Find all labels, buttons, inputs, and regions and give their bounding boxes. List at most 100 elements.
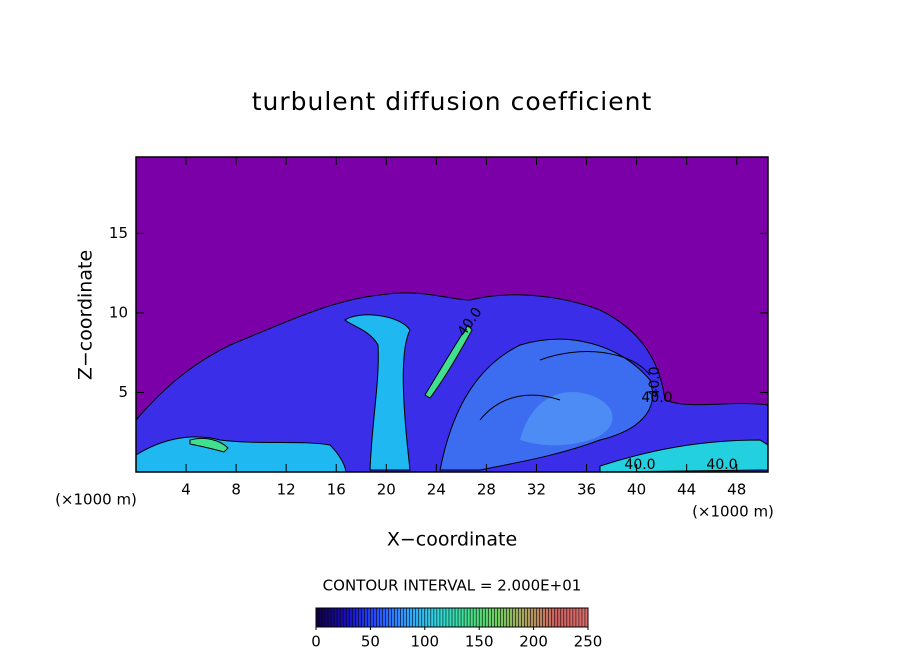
colorbar-stripe	[403, 608, 407, 627]
colorbar-stripe	[512, 608, 516, 627]
colorbar-stripe	[379, 608, 383, 627]
colorbar-stripe	[500, 608, 504, 627]
contour-label: 40.0	[641, 390, 672, 406]
colorbar-stripe	[430, 608, 434, 627]
x-tick-label: 8	[231, 481, 241, 499]
colorbar-stripe	[491, 608, 495, 627]
colorbar-stripe	[445, 608, 449, 627]
colorbar-stripe	[319, 608, 323, 627]
x-unit: (×1000 m)	[692, 503, 774, 521]
colorbar-stripe	[418, 608, 422, 627]
colorbar-stripe	[436, 608, 440, 627]
colorbar-stripe	[497, 608, 501, 627]
colorbar-stripe	[448, 608, 452, 627]
x-tick-label: 12	[277, 481, 296, 499]
colorbar-stripe	[539, 608, 543, 627]
field-region	[189, 437, 229, 453]
chart-title: turbulent diffusion coefficient	[252, 87, 653, 116]
colorbar-stripe	[533, 608, 537, 627]
colorbar-stripe	[569, 608, 573, 627]
colorbar-stripe	[518, 608, 522, 627]
field-region	[344, 314, 411, 471]
colorbar-stripe	[421, 608, 425, 627]
colorbar-tick-label: 250	[574, 633, 603, 651]
colorbar-stripe	[322, 608, 326, 627]
x-tick-label: 4	[181, 481, 191, 499]
colorbar-stripe	[388, 608, 392, 627]
colorbar-stripe	[385, 608, 389, 627]
colorbar-stripe	[536, 608, 540, 627]
colorbar-stripe	[349, 608, 353, 627]
colorbar-stripe	[352, 608, 356, 627]
colorbar-stripe	[382, 608, 386, 627]
colorbar-stripe	[400, 608, 404, 627]
colorbar-stripe	[355, 608, 359, 627]
colorbar-stripe	[325, 608, 329, 627]
colorbar-tick-label: 50	[361, 633, 380, 651]
field-region	[424, 324, 473, 399]
field-region	[520, 392, 613, 446]
x-tick-label: 20	[377, 481, 396, 499]
colorbar-stripe	[557, 608, 561, 627]
colorbar-stripe	[376, 608, 380, 627]
colorbar-stripe	[509, 608, 513, 627]
colorbar-tick-label: 0	[311, 633, 321, 651]
colorbar-stripe	[452, 608, 456, 627]
colorbar-stripe	[391, 608, 395, 627]
contour-label: 40.0	[624, 457, 655, 473]
colorbar-stripe	[406, 608, 410, 627]
colorbar-stripe	[409, 608, 413, 627]
colorbar-stripe	[554, 608, 558, 627]
x-tick-label: 36	[577, 481, 596, 499]
field-region	[135, 436, 347, 473]
y-tick-label: 5	[118, 383, 128, 401]
colorbar-stripe	[461, 608, 465, 627]
y-tick-label: 15	[109, 224, 128, 242]
colorbar-stripe	[358, 608, 362, 627]
colorbar-stripe	[560, 608, 564, 627]
colorbar-stripe	[394, 608, 398, 627]
colorbar-stripe	[584, 608, 588, 627]
colorbar-stripe	[467, 608, 471, 627]
colorbar-stripe	[316, 608, 320, 627]
x-tick-label: 44	[677, 481, 696, 499]
field-region	[599, 439, 769, 473]
colorbar-stripe	[334, 608, 338, 627]
colorbar-stripe	[367, 608, 371, 627]
plot-frame	[135, 156, 769, 473]
x-tick-label: 48	[727, 481, 746, 499]
colorbar-stripe	[439, 608, 443, 627]
field-region	[479, 351, 651, 421]
colorbar-stripe	[542, 608, 546, 627]
colorbar-tick-label: 200	[519, 633, 548, 651]
colorbar-stripe	[482, 608, 486, 627]
colorbar-stripe	[397, 608, 401, 627]
colorbar-stripe	[503, 608, 507, 627]
colorbar-stripe	[563, 608, 567, 627]
contour-label: 40.0	[706, 457, 737, 473]
colorbar-stripe	[578, 608, 582, 627]
x-tick-label: 28	[477, 481, 496, 499]
contour-label: 40.0	[647, 366, 663, 397]
colorbar-stripe	[464, 608, 468, 627]
colorbar-stripe	[331, 608, 335, 627]
colorbar-stripe	[488, 608, 492, 627]
colorbar-stripe	[551, 608, 555, 627]
x-tick-label: 24	[427, 481, 446, 499]
colorbar-stripe	[548, 608, 552, 627]
colorbar-stripe	[566, 608, 570, 627]
colorbar-tick-label: 150	[465, 633, 494, 651]
colorbar-stripe	[494, 608, 498, 627]
x-tick-label: 40	[627, 481, 646, 499]
colorbar-stripe	[581, 608, 585, 627]
x-axis-label: X−coordinate	[387, 529, 517, 551]
colorbar-stripe	[424, 608, 428, 627]
colorbar-stripe	[346, 608, 350, 627]
colorbar-stripe	[572, 608, 576, 627]
colorbar-stripe	[373, 608, 377, 627]
colorbar-stripe	[415, 608, 419, 627]
colorbar-stripe	[458, 608, 462, 627]
colorbar-stripe	[479, 608, 483, 627]
contour-interval: CONTOUR INTERVAL = 2.000E+01	[323, 577, 582, 595]
